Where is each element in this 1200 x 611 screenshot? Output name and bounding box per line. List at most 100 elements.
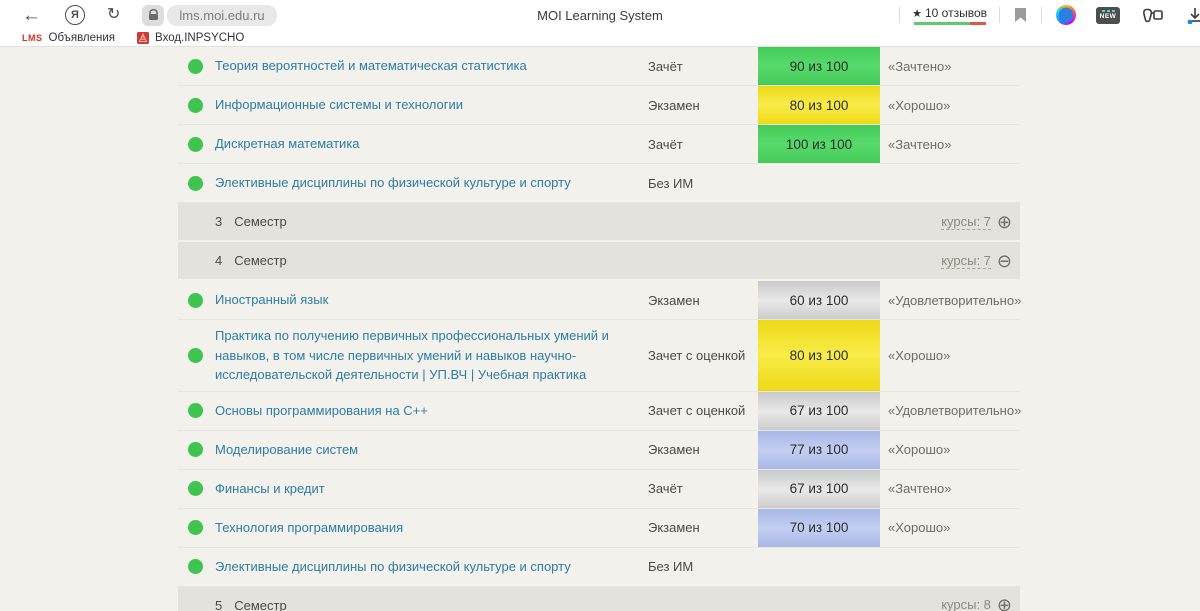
course-status-dot	[188, 58, 203, 74]
score-cell-empty	[758, 164, 880, 202]
course-status-dot	[188, 175, 203, 191]
semester-header-row: 3 Семестр курсы: 7 ⊕	[178, 203, 1020, 242]
course-link[interactable]: Иностранный язык	[215, 292, 329, 308]
grade-text: «Удовлетворительно»	[888, 292, 1022, 308]
score-badge: 80 из 100	[758, 320, 880, 391]
inpsycho-favicon	[137, 32, 150, 44]
star-icon: ★	[912, 7, 922, 20]
url-text[interactable]: lms.moi.edu.ru	[167, 4, 277, 26]
browser-toolbar: ← Я ↻ lms.moi.edu.ru MOI Learning System…	[0, 0, 1200, 30]
semester-label: Семестр	[234, 253, 287, 268]
course-status-dot	[188, 347, 203, 363]
grade-text: «Хорошо»	[888, 347, 951, 363]
courses-count-link[interactable]: курсы: 7	[941, 252, 991, 269]
table-row-course: Информационные системы и технологии Экзам…	[178, 86, 1020, 125]
collapse-minus-icon[interactable]: ⊖	[996, 250, 1012, 271]
course-link[interactable]: Основы программирования на C++	[215, 402, 428, 418]
address-bar[interactable]: lms.moi.edu.ru	[142, 4, 277, 26]
course-status-dot	[188, 481, 203, 496]
control-type-label: Экзамен	[648, 442, 700, 457]
courses-count-link[interactable]: курсы: 8	[941, 597, 991, 611]
course-link[interactable]: Технология программирования	[215, 519, 404, 535]
bookmark-label: Объявления	[48, 32, 116, 44]
score-badge: 67 из 100	[758, 469, 880, 508]
course-link[interactable]: Теория вероятностей и математическая ста…	[215, 58, 527, 74]
yandex-browser-icon[interactable]: Я	[65, 5, 85, 25]
table-row-course: Иностранный язык Экзамен 60 из 100 «Удовлет…	[178, 281, 1022, 320]
control-type-label: Без ИМ	[648, 559, 694, 574]
course-link[interactable]: Практика по получению первичных професси…	[215, 328, 609, 382]
course-link[interactable]: Дискретная математика	[215, 136, 360, 152]
bookmarks-bar: LMS Объявления Вход.INPSYCHO	[0, 30, 1200, 47]
control-type-label: Экзамен	[648, 520, 700, 535]
score-cell-empty	[758, 548, 880, 586]
bookmark-label: Вход.INPSYCHO	[155, 32, 245, 44]
courses-count-link[interactable]: курсы: 7	[941, 213, 991, 230]
expand-plus-icon[interactable]: ⊕	[996, 211, 1012, 232]
toolbar-divider	[1041, 7, 1042, 23]
control-type-label: Без ИМ	[648, 175, 694, 191]
score-badge: 60 из 100	[758, 281, 880, 319]
score-badge: 100 из 100	[758, 125, 880, 163]
grade-text: «Зачтено»	[888, 481, 952, 496]
new-badge-label: NEW	[1099, 13, 1117, 20]
grades-table: Теория вероятностей и математическая ста…	[178, 47, 1022, 611]
course-status-dot	[188, 403, 203, 418]
rating-bar	[913, 21, 986, 25]
reviews-label: 10 отзывов	[924, 5, 987, 20]
semester-number: 5	[215, 597, 223, 611]
bookmark-announcements[interactable]: LMS Объявления	[22, 32, 115, 44]
table-row-course: Практика по получению первичных професси…	[178, 320, 1020, 392]
table-row-course: Дискретная математика Зачёт 100 из 100 «Зач…	[178, 125, 1020, 164]
lms-favicon: LMS	[22, 33, 43, 43]
bookmark-flag-icon[interactable]	[1014, 7, 1027, 23]
course-status-dot	[188, 520, 203, 535]
course-status-dot	[188, 97, 203, 113]
control-type-label: Экзамен	[648, 292, 700, 308]
grade-text: «Зачтено»	[888, 136, 952, 152]
table-row-course: Элективные дисциплины по физической куль…	[178, 164, 1020, 203]
semester-right-cluster: курсы: 8 ⊕	[941, 596, 1012, 611]
control-type-label: Зачет с оценкой	[648, 403, 746, 418]
table-row-course: Теория вероятностей и математическая ста…	[178, 47, 1020, 86]
control-type-label: Зачет с оценкой	[648, 347, 746, 363]
course-link[interactable]: Информационные системы и технологии	[215, 97, 463, 113]
grade-text: «Удовлетворительно»	[888, 403, 1022, 418]
control-type-label: Зачёт	[648, 481, 683, 496]
course-status-dot	[188, 559, 203, 574]
site-reviews-button[interactable]: ★ 10 отзывов	[912, 6, 987, 25]
refresh-icon[interactable]: ↻	[107, 6, 121, 23]
toolbar-right-cluster: ★ 10 отзывов NEW	[899, 5, 1200, 25]
table-row-course: Основы программирования на C++ Зачет с оц…	[178, 391, 1022, 431]
new-extension-icon[interactable]: NEW	[1096, 6, 1120, 24]
semester-right-cluster: курсы: 7 ⊕	[941, 213, 1012, 231]
new-badge-ticks	[1101, 10, 1115, 12]
grade-text: «Хорошо»	[888, 442, 951, 457]
bookmark-inpsycho[interactable]: Вход.INPSYCHO	[137, 32, 244, 44]
course-status-dot	[188, 136, 203, 152]
semester-label: Семестр	[234, 214, 287, 229]
toolbar-divider	[999, 7, 1000, 23]
course-link[interactable]: Моделирование систем	[215, 441, 359, 457]
course-status-dot	[188, 292, 203, 308]
lock-icon[interactable]	[142, 4, 165, 26]
semester-header-row: 4 Семестр курсы: 7 ⊖	[178, 242, 1020, 281]
table-row-course: Финансы и кредит Зачёт 67 из 100 «Зачтено»	[178, 469, 1020, 509]
table-row-course: Элективные дисциплины по физической куль…	[178, 548, 1020, 587]
course-link[interactable]: Элективные дисциплины по физической куль…	[215, 558, 571, 574]
toolbar-divider	[899, 7, 901, 23]
grade-text: «Хорошо»	[888, 520, 951, 535]
semester-label: Семестр	[234, 597, 287, 611]
course-link[interactable]: Элективные дисциплины по физической куль…	[215, 175, 571, 191]
semester-header-row: 5 Семестр курсы: 8 ⊕	[178, 586, 1020, 611]
expand-plus-icon[interactable]: ⊕	[996, 595, 1012, 611]
score-badge: 70 из 100	[758, 508, 880, 547]
back-icon[interactable]: ←	[22, 4, 41, 26]
semester-right-cluster: курсы: 7 ⊖	[941, 252, 1012, 270]
colorful-circle-icon[interactable]	[1056, 5, 1076, 25]
download-icon[interactable]	[1186, 6, 1200, 24]
collections-icon[interactable]	[1142, 7, 1164, 24]
control-type-label: Экзамен	[648, 97, 700, 113]
course-status-dot	[188, 442, 203, 457]
course-link[interactable]: Финансы и кредит	[215, 480, 325, 496]
